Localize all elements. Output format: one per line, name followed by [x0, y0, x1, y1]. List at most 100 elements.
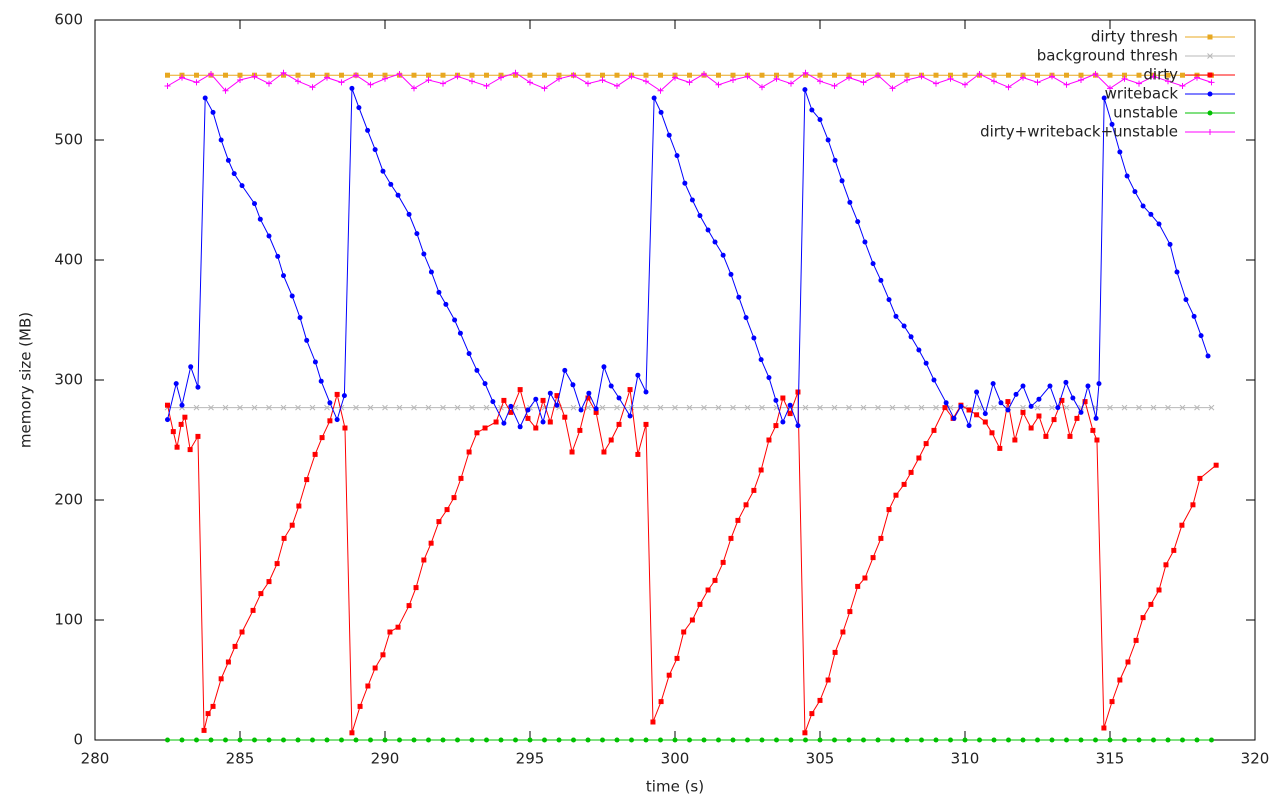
legend-marker — [1207, 34, 1213, 40]
point — [482, 425, 488, 431]
y-tick-label: 300 — [54, 371, 83, 389]
point — [324, 404, 330, 411]
point — [540, 397, 546, 403]
point — [1063, 379, 1069, 385]
point — [474, 367, 480, 373]
point — [832, 649, 838, 655]
point — [1150, 73, 1157, 80]
point — [324, 74, 330, 81]
point — [382, 737, 388, 743]
point — [1006, 72, 1011, 78]
series-line — [167, 388, 1217, 733]
point — [1049, 737, 1055, 743]
point — [643, 389, 649, 395]
point — [457, 330, 463, 336]
point — [1174, 269, 1180, 275]
point — [508, 403, 514, 409]
point — [380, 652, 386, 658]
point — [289, 293, 295, 299]
legend-label: dirty+writeback+unstable — [980, 123, 1178, 141]
point — [349, 730, 355, 736]
point — [855, 583, 861, 589]
y-tick-label: 0 — [73, 731, 83, 749]
point — [875, 404, 881, 411]
point — [428, 540, 434, 546]
point — [297, 315, 303, 321]
point — [578, 407, 584, 413]
point — [908, 469, 914, 475]
point — [974, 412, 980, 418]
point — [542, 737, 547, 743]
point — [353, 72, 359, 79]
point — [179, 737, 185, 743]
point — [825, 677, 831, 683]
point — [923, 360, 929, 366]
point — [395, 192, 401, 198]
y-tick-label: 100 — [54, 611, 83, 629]
point — [901, 323, 907, 329]
point — [870, 555, 876, 561]
x-tick-label: 285 — [226, 750, 255, 768]
point — [966, 407, 972, 413]
point — [728, 535, 734, 541]
point — [455, 737, 460, 743]
point — [388, 181, 394, 187]
point — [444, 507, 450, 513]
point — [490, 399, 496, 405]
point — [533, 425, 539, 431]
point — [643, 404, 649, 411]
point — [451, 495, 457, 501]
point — [237, 77, 243, 83]
point — [886, 507, 892, 513]
point — [266, 737, 272, 743]
point — [208, 404, 214, 411]
point — [547, 390, 553, 396]
point — [411, 404, 417, 411]
point — [1136, 72, 1142, 78]
point — [266, 72, 272, 78]
point — [232, 643, 238, 649]
point — [1197, 475, 1203, 481]
point — [1156, 587, 1162, 593]
point — [1107, 85, 1113, 92]
point — [658, 699, 664, 705]
point — [380, 168, 386, 174]
point — [251, 404, 258, 411]
legend-marker — [1207, 72, 1213, 78]
point — [1163, 562, 1169, 568]
point — [878, 535, 884, 541]
point — [443, 301, 449, 307]
point — [341, 393, 347, 399]
point — [540, 419, 546, 425]
point — [832, 157, 838, 163]
point — [1121, 404, 1128, 411]
point — [933, 404, 939, 411]
point — [657, 404, 664, 411]
point — [1165, 404, 1171, 411]
point — [173, 381, 179, 387]
x-tick-label: 305 — [806, 750, 835, 768]
point — [1094, 437, 1100, 443]
point — [474, 430, 480, 436]
point — [1140, 615, 1146, 621]
point — [498, 74, 504, 81]
point — [951, 415, 957, 421]
point — [527, 737, 533, 743]
point — [889, 85, 896, 92]
point — [1124, 173, 1130, 179]
point — [1209, 737, 1214, 743]
point — [202, 95, 208, 101]
point — [976, 404, 983, 411]
point — [958, 403, 964, 409]
point — [715, 81, 722, 88]
point — [275, 253, 281, 259]
point — [319, 435, 325, 441]
point — [1156, 221, 1162, 227]
point — [1165, 72, 1171, 78]
point — [295, 404, 301, 411]
point — [860, 79, 867, 86]
legend-label: unstable — [1113, 104, 1178, 122]
point — [1078, 77, 1084, 83]
point — [875, 72, 881, 79]
point — [916, 347, 922, 353]
